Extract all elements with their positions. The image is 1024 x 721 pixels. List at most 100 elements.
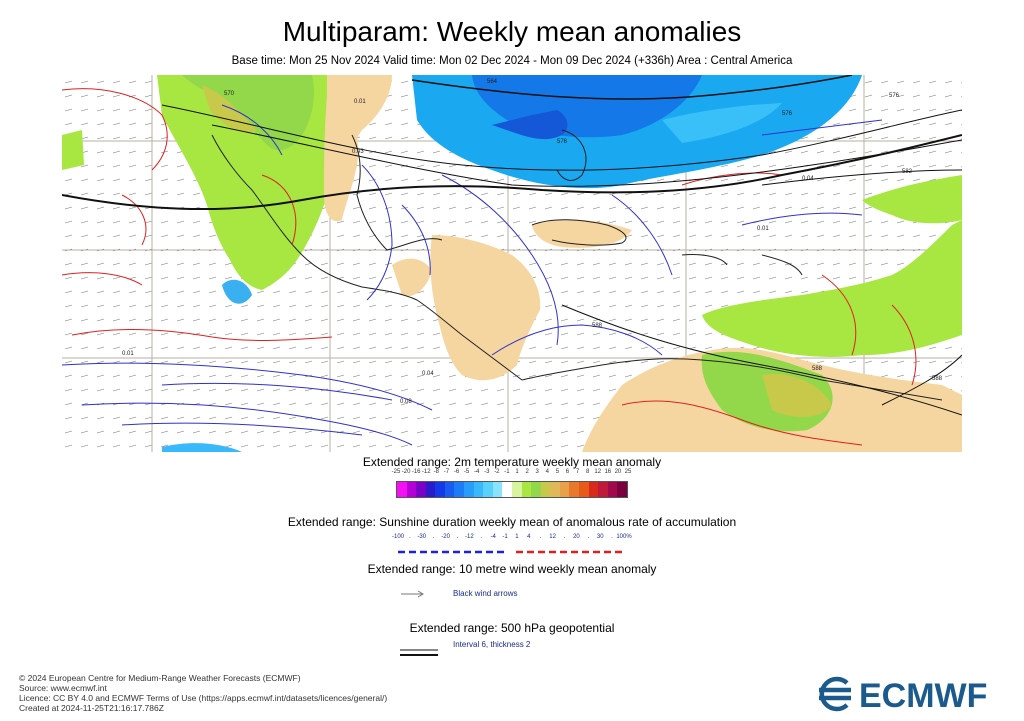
temperature-color-swatch: [492, 482, 503, 497]
wind-legend-title: Extended range: 10 metre wind weekly mea…: [367, 562, 657, 576]
contour-label: 564: [487, 79, 498, 85]
sunshine-tick-label: 4: [527, 534, 531, 540]
sunshine-tick-label: 30: [596, 534, 604, 540]
temperature-color-swatch: [454, 482, 465, 497]
temperature-tick-label: 6: [565, 469, 570, 475]
sunshine-tick-label: .: [563, 534, 566, 540]
temperature-color-swatch: [598, 482, 608, 497]
map-canvas: 564 570 576 576 576 582 588 588 588 0.01…: [62, 75, 962, 452]
sunshine-tick-label: -20: [441, 534, 450, 540]
temperature-color-swatch: [617, 482, 627, 497]
contour-label: 588: [932, 376, 943, 382]
sunshine-tick-label: .: [587, 534, 590, 540]
temperature-tick-label: 3: [535, 469, 539, 475]
sunshine-tick-label: .: [456, 534, 459, 540]
temperature-legend-ticks: -25 -20 -16 -12 -8 -7 -6 -5 -4 -3 -2 -1 1 2 3 4 5 6 7 8 12 16…: [392, 469, 632, 477]
contour-label: 0.04: [802, 176, 814, 182]
temperature-color-swatch: [435, 482, 445, 497]
temperature-color-swatch: [502, 482, 512, 497]
geopotential-legend-label: Interval 6, thickness 2: [453, 640, 531, 649]
temperature-legend-title: Extended range: 2m temperature weekly me…: [362, 455, 662, 469]
contour-label: 588: [592, 323, 603, 329]
ecmwf-logo[interactable]: ECMWF: [813, 675, 1008, 715]
cold-anomaly-region: [162, 75, 862, 452]
sunshine-tick-label: 12: [549, 534, 556, 540]
temperature-tick-label: -2: [494, 469, 500, 475]
contour-label: 0.08: [400, 399, 412, 405]
sunshine-tick-label: -12: [465, 534, 474, 540]
contour-label: 0.01: [354, 99, 366, 105]
source-line: Source: www.ecmwf.int: [19, 683, 107, 693]
temperature-color-swatch: [425, 482, 436, 497]
temperature-color-swatch: [511, 482, 522, 497]
temperature-color-swatch: [559, 482, 570, 497]
anomaly-map[interactable]: 564 570 576 576 576 582 588 588 588 0.01…: [62, 75, 962, 452]
temperature-tick-label: -25: [391, 469, 401, 475]
contour-label: 0.03: [352, 149, 364, 155]
created-line: Created at 2024-11-25T21:16:17.786Z: [19, 703, 164, 713]
contour-label: 588: [812, 366, 823, 372]
temperature-color-swatch: [521, 482, 532, 497]
sunshine-legend-dashes: [398, 550, 626, 554]
temperature-tick-label: 8: [585, 469, 590, 475]
sunshine-tick-label: .: [432, 534, 435, 540]
temperature-tick-label: 25: [624, 469, 632, 475]
sunshine-tick-label: .: [409, 534, 411, 540]
temperature-tick-label: -1: [504, 469, 510, 475]
temperature-color-swatch: [569, 482, 579, 497]
temperature-color-swatch: [540, 482, 551, 497]
sunshine-tick-label: .: [539, 534, 542, 540]
temperature-tick-label: -12: [421, 469, 431, 475]
temperature-color-swatch: [406, 482, 417, 497]
contour-label: 582: [902, 169, 913, 175]
temperature-tick-label: 4: [545, 469, 549, 475]
page-title: Multiparam: Weekly mean anomalies: [282, 16, 742, 47]
contour-label: 576: [557, 139, 568, 145]
ecmwf-logo-mark-icon: ECMWF: [819, 676, 987, 715]
sunshine-negative-contours: [62, 104, 883, 446]
temperature-colorbar: [396, 481, 628, 498]
sunshine-tick-label: .: [480, 534, 483, 540]
wind-arrow-icon: [401, 590, 424, 598]
contour-label: 576: [782, 111, 793, 117]
sunshine-tick-label: 20: [573, 534, 580, 540]
temperature-color-swatch: [464, 482, 474, 497]
temperature-color-swatch: [473, 482, 484, 497]
sunshine-tick-label: .: [611, 534, 613, 540]
temperature-tick-label: -20: [401, 469, 411, 475]
sunshine-legend-title: Extended range: Sunshine duration weekly…: [287, 515, 737, 529]
temperature-tick-label: 2: [525, 469, 529, 475]
temperature-color-swatch: [607, 482, 618, 497]
geopotential-contours: [62, 75, 962, 416]
temperature-tick-label: 1: [515, 469, 519, 475]
temperature-color-swatch: [444, 482, 455, 497]
temperature-tick-label: -7: [443, 469, 450, 475]
geopotential-line-icon: [400, 649, 438, 656]
geopotential-legend-title: Extended range: 500 hPa geopotential: [409, 621, 615, 635]
wind-legend-label: Black wind arrows: [453, 589, 518, 598]
temperature-tick-label: 16: [604, 469, 612, 475]
sunshine-tick-label: -1: [502, 534, 508, 540]
sunshine-tick-label: -100: [391, 534, 404, 540]
sunshine-tick-label: 100%: [616, 534, 632, 540]
temperature-tick-label: 20: [614, 469, 622, 475]
temperature-tick-label: 12: [594, 469, 602, 475]
contour-label: 576: [889, 93, 900, 99]
sunshine-tick-label: 1: [515, 534, 519, 540]
sunshine-legend-ticks: -100. -30. -20. -12. -4 -1 1 4. 12. 20. 30. 100%: [392, 534, 632, 542]
sunshine-tick-label: -4: [490, 534, 496, 540]
temperature-color-swatch: [588, 482, 599, 497]
contour-label: 0.01: [122, 351, 134, 357]
temperature-color-swatch: [578, 482, 589, 497]
temperature-color-swatch: [483, 482, 493, 497]
warm-anomaly-south-america: [582, 175, 962, 452]
temperature-tick-label: -8: [433, 469, 440, 475]
temperature-color-swatch: [397, 482, 407, 497]
page-subtitle: Base time: Mon 25 Nov 2024 Valid time: M…: [231, 55, 793, 67]
temperature-tick-label: -6: [453, 469, 460, 475]
temperature-tick-label: -4: [474, 469, 480, 475]
temperature-color-swatch: [550, 482, 560, 497]
temperature-tick-label: -5: [463, 469, 470, 475]
contour-label: 0.01: [757, 226, 769, 232]
ecmwf-logo-text: ECMWF: [859, 677, 987, 713]
